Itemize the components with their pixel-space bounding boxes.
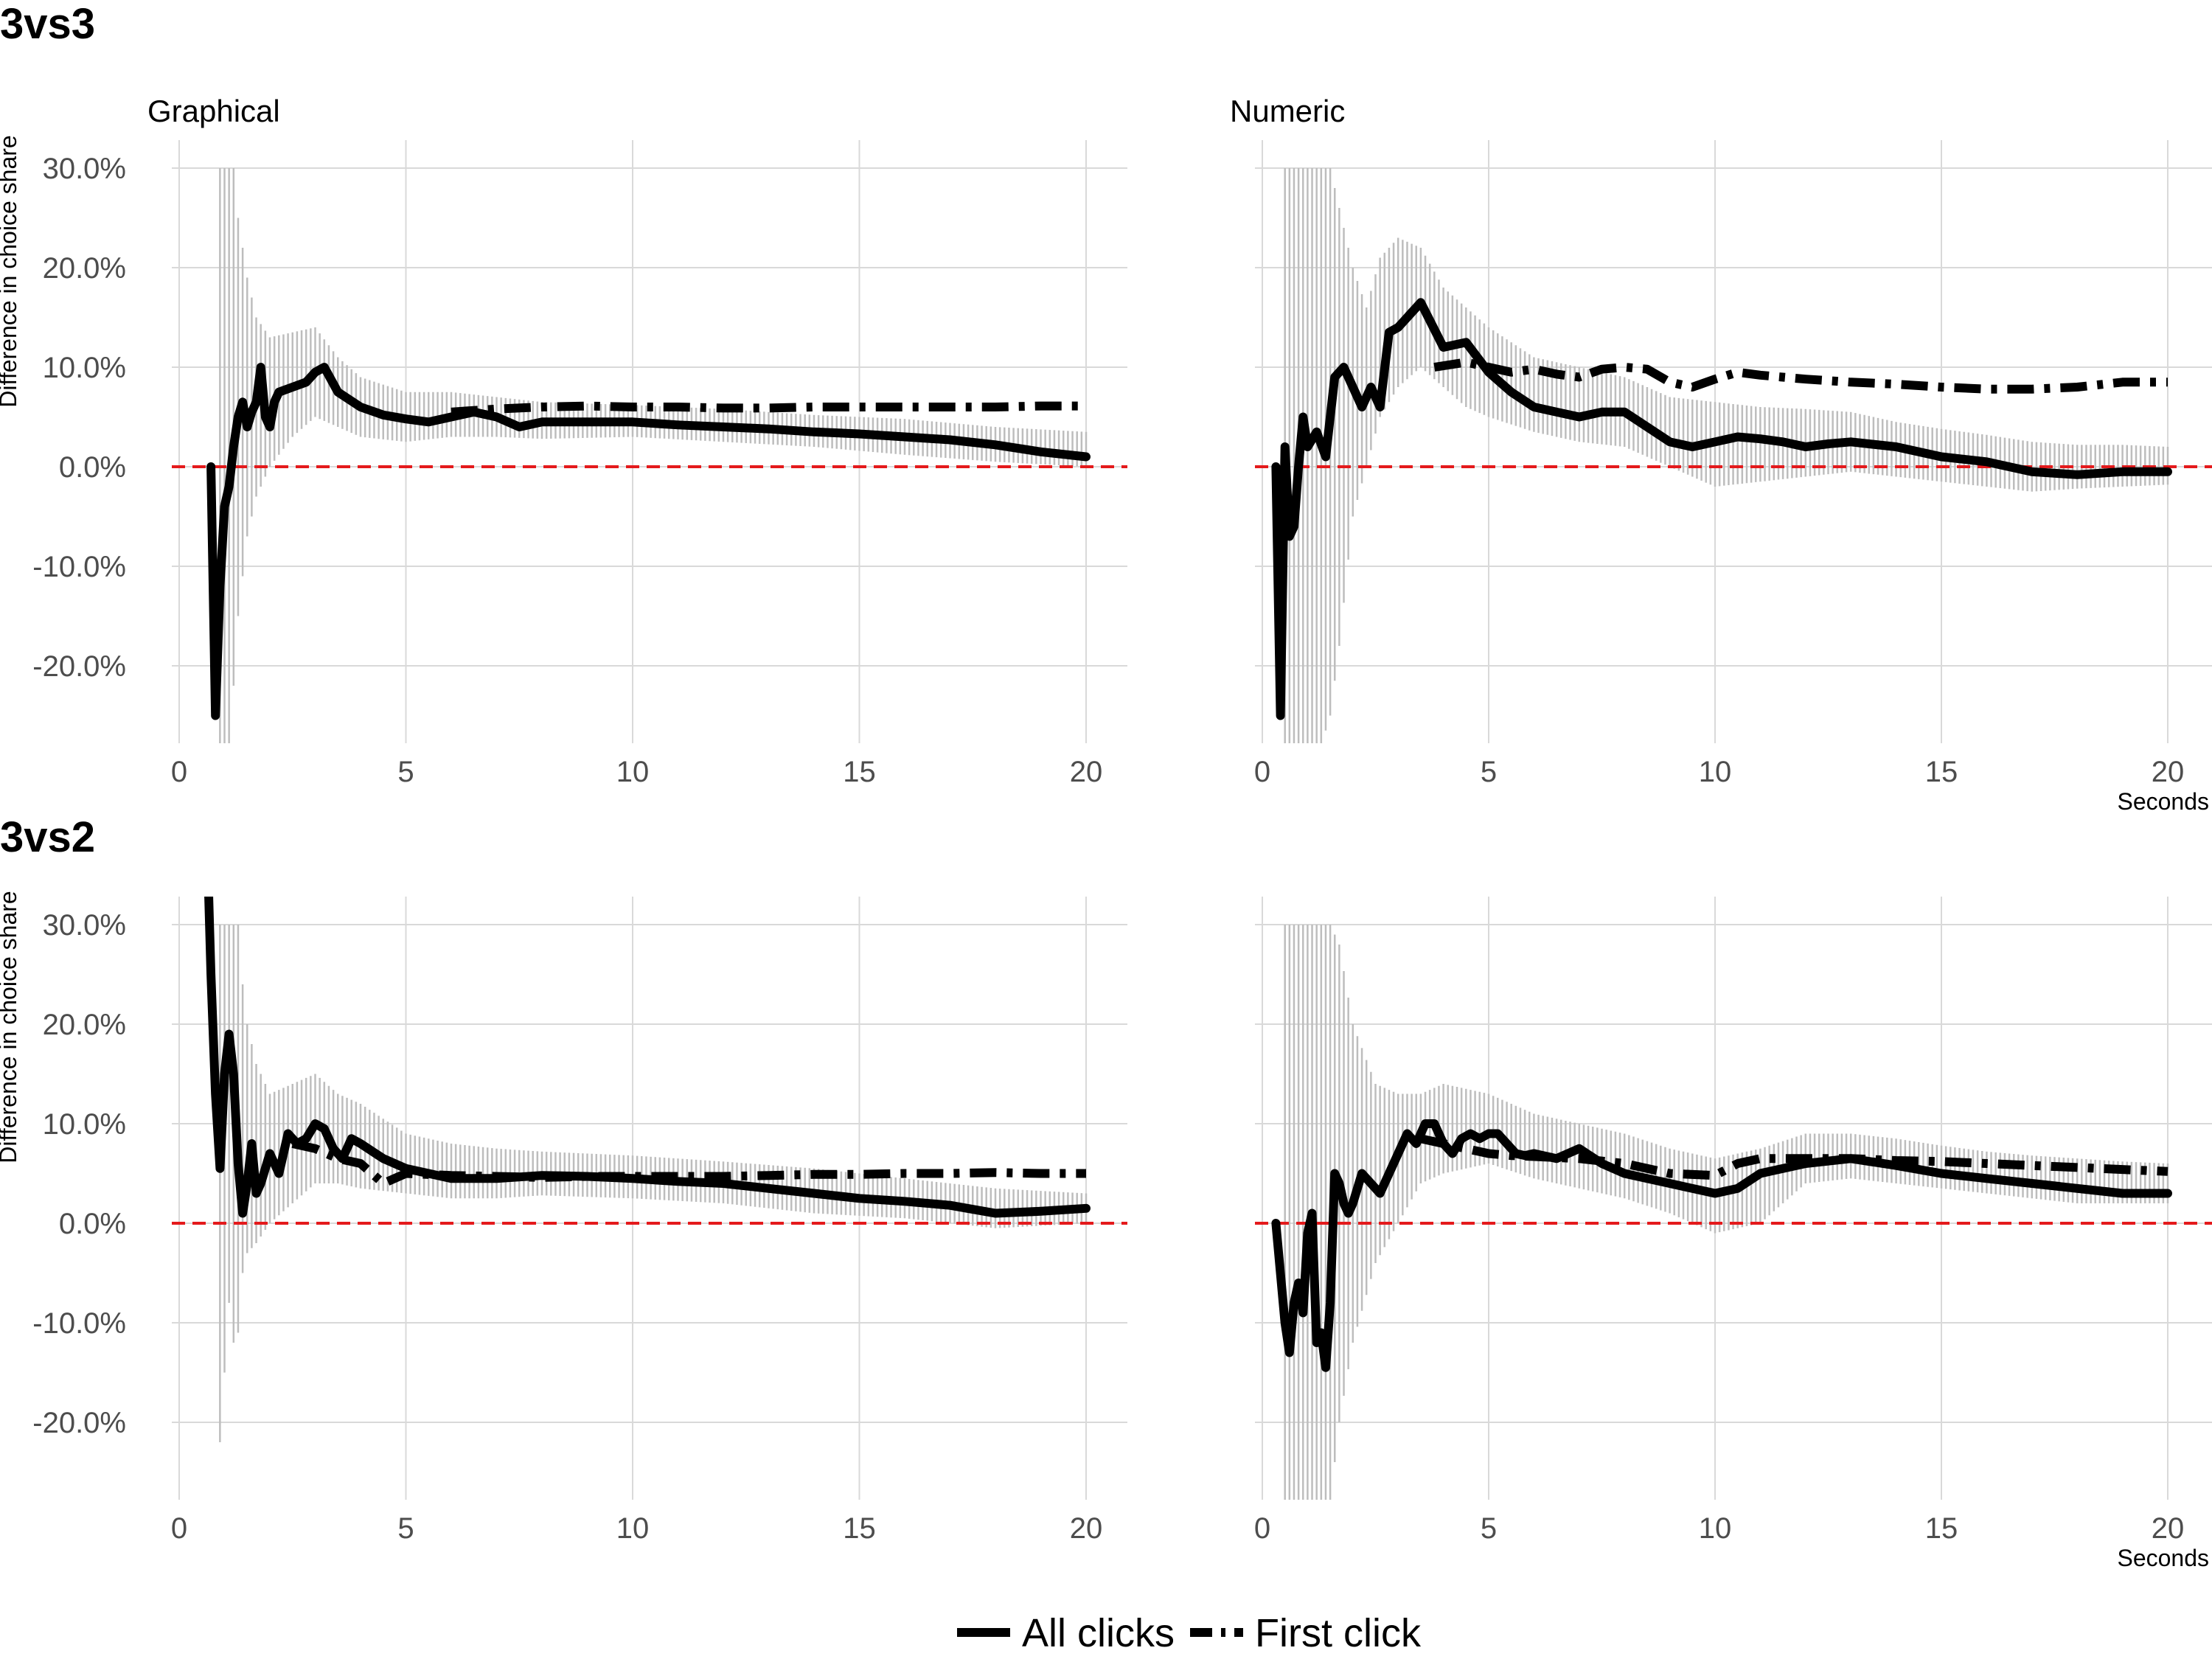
legend-label-all-clicks: All clicks: [1022, 1611, 1175, 1655]
panel-plot-2: [172, 897, 1127, 1442]
panel-title-numeric: Numeric: [1230, 94, 1345, 128]
panel-1: 0 5 10 15 20: [1254, 140, 2212, 788]
x-tick-label-1-1: 5: [1481, 756, 1497, 788]
x-tick-label-1-3: 15: [1925, 756, 1958, 788]
series-line-first-click-3: [1419, 1134, 2168, 1180]
x-tick-label-3-1: 5: [1481, 1512, 1497, 1545]
series-line-all-clicks-0: [206, 363, 1091, 720]
y-tick-label-2-4: 20.0%: [43, 1009, 126, 1041]
x-tick-label-2-1: 5: [397, 1512, 414, 1545]
series-line-all-clicks-3: [1271, 1119, 2172, 1372]
panel-plot-1: [1255, 168, 2212, 743]
x-tick-label-2-3: 15: [843, 1512, 876, 1545]
x-tick-label-3-0: 0: [1254, 1512, 1270, 1545]
y-tick-label-0-1: -10.0%: [32, 551, 126, 583]
x-tick-label-2-0: 0: [171, 1512, 187, 1545]
panel-3: 0 5 10 15 20: [1254, 897, 2212, 1545]
legend-label-first-click: First click: [1255, 1611, 1422, 1655]
y-tick-label-2-0: -20.0%: [32, 1407, 126, 1439]
series-line-first-click-0: [451, 401, 1086, 417]
y-tick-label-2-2: 0.0%: [59, 1208, 126, 1240]
y-tick-label-2-3: 10.0%: [43, 1108, 126, 1141]
panel-plot-0: [172, 168, 1127, 743]
y-axis-label-top: Difference in choice share: [0, 135, 21, 407]
x-axis-label-top: Seconds: [2117, 788, 2209, 815]
x-tick-label-0-3: 15: [843, 756, 876, 788]
x-tick-label-1-2: 10: [1699, 756, 1732, 788]
panel-plot-3: [1255, 925, 2212, 1500]
x-tick-label-2-2: 10: [616, 1512, 650, 1545]
row-title-3vs2: 3vs2: [0, 813, 95, 861]
row-title-3vs3: 3vs3: [0, 0, 95, 48]
series-line-first-click-2: [291, 1139, 1086, 1188]
x-tick-label-0-0: 0: [171, 756, 187, 788]
y-tick-label-2-1: -10.0%: [32, 1307, 126, 1340]
x-tick-label-3-4: 20: [2152, 1512, 2185, 1545]
y-tick-label-0-0: -20.0%: [32, 650, 126, 683]
y-tick-label-0-4: 20.0%: [43, 252, 126, 285]
x-tick-label-1-0: 0: [1254, 756, 1270, 788]
series-line-all-clicks-2: [204, 897, 1091, 1218]
x-tick-label-3-2: 10: [1699, 1512, 1732, 1545]
panel-0: 0 5 10 15 20 -20.0% -10.0% 0.0% 10.0% 20.0% 30.0%: [32, 140, 1127, 788]
x-tick-label-0-1: 5: [397, 756, 414, 788]
y-tick-label-0-5: 30.0%: [43, 153, 126, 185]
panel-title-graphical: Graphical: [147, 94, 280, 128]
y-tick-label-0-3: 10.0%: [43, 352, 126, 384]
series-line-all-clicks-1: [1271, 298, 2172, 720]
x-axis-label-bottom: Seconds: [2117, 1545, 2209, 1571]
y-tick-label-2-5: 30.0%: [43, 909, 126, 942]
y-tick-label-0-2: 0.0%: [59, 451, 126, 484]
legend: All clicks First click: [957, 1611, 1422, 1655]
x-tick-label-0-4: 20: [1070, 756, 1103, 788]
y-axis-label-bottom: Difference in choice share: [0, 891, 21, 1163]
series-line-first-click-1: [1433, 358, 2168, 394]
x-tick-label-0-2: 10: [616, 756, 650, 788]
x-tick-label-3-3: 15: [1925, 1512, 1958, 1545]
x-tick-label-1-4: 20: [2152, 756, 2185, 788]
panel-2: 0 5 10 15 20 -20.0% -10.0% 0.0% 10.0% 20.0% 30.0%: [32, 897, 1127, 1545]
x-tick-label-2-4: 20: [1070, 1512, 1103, 1545]
panels-layer: 0 5 10 15 20-20.0%-10.0%0.0%10.0%20.0%30.0%0…: [32, 140, 2212, 1545]
